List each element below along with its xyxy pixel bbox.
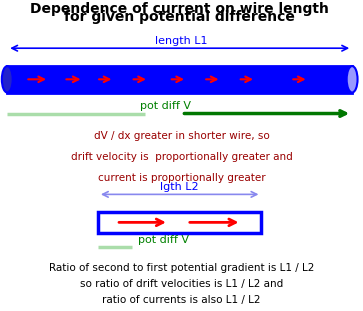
Text: for given potential difference: for given potential difference (64, 10, 295, 24)
Text: current is proportionally greater: current is proportionally greater (98, 173, 265, 183)
Text: dV / dx greater in shorter wire, so: dV / dx greater in shorter wire, so (94, 131, 269, 141)
Ellipse shape (2, 66, 13, 93)
Text: Dependence of current on wire length: Dependence of current on wire length (30, 2, 329, 16)
Bar (98, 212, 261, 233)
Text: length L1: length L1 (155, 36, 208, 46)
Text: Ratio of second to first potential gradient is L1 / L2: Ratio of second to first potential gradi… (49, 263, 314, 273)
Text: so ratio of drift velocities is L1 / L2 and: so ratio of drift velocities is L1 / L2 … (80, 279, 283, 289)
Ellipse shape (347, 66, 358, 93)
Text: pot diff V: pot diff V (140, 101, 191, 111)
Text: pot diff V: pot diff V (138, 235, 189, 245)
Text: ratio of currents is also L1 / L2: ratio of currents is also L1 / L2 (102, 295, 261, 305)
Text: lgth L2: lgth L2 (160, 182, 199, 192)
Text: drift velocity is  proportionally greater and: drift velocity is proportionally greater… (71, 152, 292, 162)
Bar (7, 66, 352, 93)
